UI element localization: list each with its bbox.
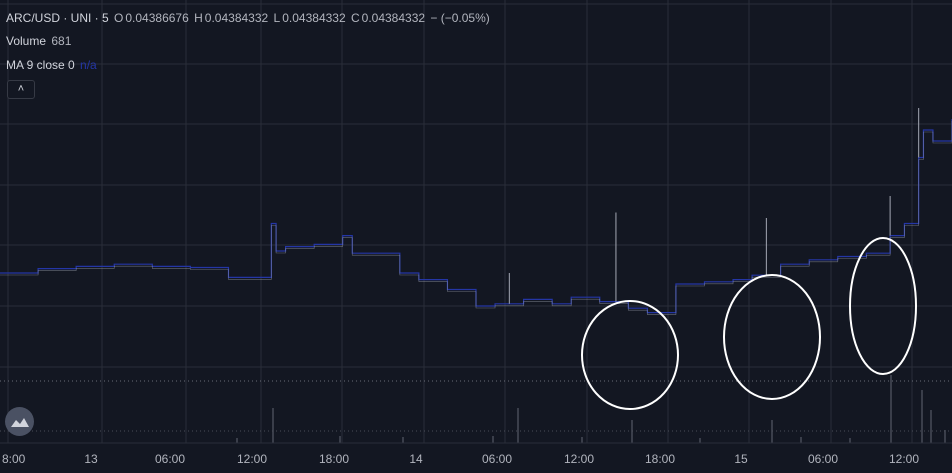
x-tick-label: 13 <box>84 452 98 466</box>
high-value: 0.04384332 <box>204 11 269 25</box>
open-label: O <box>114 11 124 25</box>
hand-drawn-circle[interactable] <box>849 237 917 375</box>
hand-drawn-circle[interactable] <box>723 274 821 400</box>
tradingview-logo-icon[interactable] <box>5 407 34 436</box>
close-label: C <box>350 11 360 25</box>
x-tick-label: 06:00 <box>808 452 838 466</box>
logo-mark <box>10 417 29 427</box>
chevron-up-icon: ˄ <box>17 83 25 95</box>
x-tick-label: 14 <box>409 452 423 466</box>
x-tick-label: 12:00 <box>889 452 919 466</box>
low-value: 0.04384332 <box>282 11 346 25</box>
price-spikes <box>508 108 920 304</box>
change-value: − (−0.05%) <box>430 11 490 25</box>
high-label: H <box>194 11 203 25</box>
hand-drawn-circle[interactable] <box>581 300 679 410</box>
x-tick-label: 18:00 <box>319 452 349 466</box>
symbol-label[interactable]: ARC/USD · UNI · 5 <box>6 11 109 25</box>
volume-bars <box>236 375 946 443</box>
open-value: 0.04386676 <box>125 11 189 25</box>
annotations[interactable] <box>581 237 917 410</box>
x-tick-label: 8:00 <box>2 452 26 466</box>
time-axis[interactable]: 8:00 13 06:00 12:00 18:00 14 06:00 12:00 18:00 15… <box>2 452 919 466</box>
ohlc-legend: ARC/USD · UNI · 5 O 0.04386676 H 0.0438433… <box>6 11 492 25</box>
volume-value: 681 <box>51 34 72 48</box>
ma-value: n/a <box>80 58 97 72</box>
x-tick-label: 06:00 <box>155 452 185 466</box>
x-tick-label: 06:00 <box>482 452 512 466</box>
collapse-legend-button[interactable]: ˄ <box>7 80 35 99</box>
ma-legend: MA 9 close 0 n/a <box>6 58 99 72</box>
x-tick-label: 18:00 <box>645 452 675 466</box>
x-tick-label: 15 <box>734 452 748 466</box>
price-bars-line <box>0 121 952 315</box>
ma-label[interactable]: MA 9 close 0 <box>6 58 75 72</box>
low-label: L <box>273 11 281 25</box>
price-series <box>0 119 952 315</box>
volume-label[interactable]: Volume <box>6 34 47 48</box>
price-line <box>0 119 952 314</box>
volume-legend: Volume 681 <box>6 34 73 48</box>
x-tick-label: 12:00 <box>564 452 594 466</box>
close-value: 0.04384332 <box>361 11 426 25</box>
x-tick-label: 12:00 <box>237 452 267 466</box>
